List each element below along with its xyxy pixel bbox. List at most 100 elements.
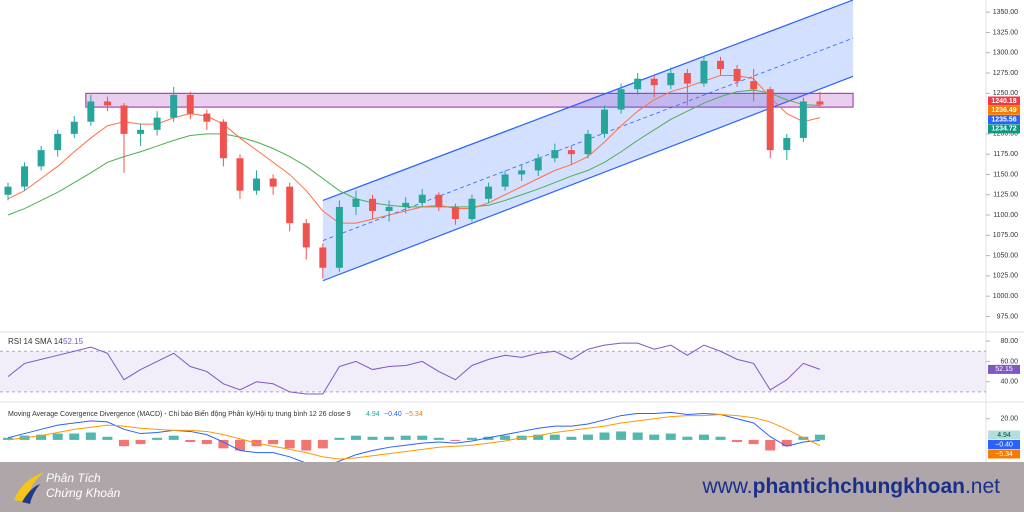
macd-bar xyxy=(168,435,179,440)
candle-body xyxy=(534,158,542,171)
rsi-line xyxy=(7,342,821,395)
y-tick-label: 60.00 xyxy=(1000,358,1018,365)
candle-body xyxy=(203,113,211,122)
candle-body xyxy=(601,109,609,134)
signal-line xyxy=(7,414,821,460)
candle-body xyxy=(634,78,642,90)
macd-bar xyxy=(698,434,709,440)
price-tag xyxy=(988,105,1020,115)
macd-bar xyxy=(616,431,627,440)
macd-bar xyxy=(102,436,113,440)
macd-bar xyxy=(185,439,196,443)
macd-bar xyxy=(533,434,544,440)
macd-bar xyxy=(433,437,444,440)
y-tick-label: 1275.00 xyxy=(993,70,1018,77)
macd-bar xyxy=(632,432,643,440)
macd-tag-label: −5.34 xyxy=(995,451,1013,458)
macd-bar xyxy=(301,439,312,451)
logo-icon xyxy=(22,484,40,504)
candle-body xyxy=(717,60,725,69)
candle-body xyxy=(667,73,675,86)
candle-body xyxy=(518,170,526,175)
candle-body xyxy=(70,121,78,134)
macd-bar xyxy=(201,439,212,445)
logo-icon xyxy=(14,472,44,502)
rsi-tag-label: 52.15 xyxy=(995,366,1013,373)
y-tick-label: 1100.00 xyxy=(993,212,1018,219)
price-tag-label: 1240.18 xyxy=(991,98,1016,105)
candle-body xyxy=(816,101,824,105)
macd-bar xyxy=(466,437,477,440)
y-tick-label: 1150.00 xyxy=(993,171,1018,178)
footer: Phân Tích Chứng Khoán www.phantichchungk… xyxy=(0,462,1024,512)
candle-body xyxy=(219,121,227,159)
macd-bar xyxy=(367,436,378,440)
macd-bar xyxy=(218,439,229,449)
chart: RSI 14 SMA 14 52.15 Moving Average Cover… xyxy=(0,0,1024,468)
price-tag-label: 1236.49 xyxy=(991,107,1016,114)
macd-tag-label: −0.40 xyxy=(995,441,1013,448)
candle-body xyxy=(567,150,575,155)
candle-body xyxy=(451,206,459,220)
y-tick-label: 80.00 xyxy=(1000,338,1018,345)
rsi-tag xyxy=(988,364,1020,374)
candle-body xyxy=(468,198,476,220)
y-tick-label: 1050.00 xyxy=(993,252,1018,259)
candle-body xyxy=(269,178,277,187)
macd-bar xyxy=(234,439,245,451)
candle-body xyxy=(700,60,708,84)
candle-body xyxy=(54,133,62,151)
macd-bar xyxy=(334,437,345,440)
rsi-title: RSI 14 SMA 14 xyxy=(8,337,63,346)
macd-line xyxy=(7,411,820,468)
candle-body xyxy=(87,101,95,122)
macd-bar xyxy=(748,439,759,445)
candle-body xyxy=(617,89,625,110)
macd-tag-label: 4.94 xyxy=(997,432,1011,439)
candle-body xyxy=(783,137,791,151)
y-tick-label: 975.00 xyxy=(997,313,1019,320)
candle-body xyxy=(650,78,658,86)
macd-bar xyxy=(582,434,593,440)
price-tag-label: 1235.56 xyxy=(991,116,1016,123)
macd-tag xyxy=(988,440,1020,449)
candle-body xyxy=(137,129,145,134)
y-tick-label: 1325.00 xyxy=(993,29,1018,36)
macd-bar xyxy=(665,433,676,440)
price-tag xyxy=(988,115,1020,125)
macd-bar xyxy=(152,437,163,440)
candle-body xyxy=(385,206,393,211)
macd-bar xyxy=(781,439,792,447)
macd-bar xyxy=(715,436,726,440)
candle-body xyxy=(402,202,410,207)
url-part: .net xyxy=(965,475,1000,498)
y-tick-label: 40.00 xyxy=(1000,379,1018,386)
candle-body xyxy=(186,94,194,114)
macd-bar xyxy=(599,432,610,440)
candle-body xyxy=(750,81,758,90)
ma-line xyxy=(7,74,821,224)
site-url[interactable]: www.phantichchungkhoan.net xyxy=(701,475,1000,498)
y-tick-label: 20.00 xyxy=(1000,416,1018,423)
candle-body xyxy=(21,166,29,187)
candle-body xyxy=(369,198,377,211)
macd-tag xyxy=(988,449,1020,459)
macd-bar xyxy=(135,439,146,445)
candle-body xyxy=(418,194,426,203)
candle-body xyxy=(153,117,161,130)
price-tag xyxy=(988,96,1020,106)
logo-text: Phân Tích xyxy=(46,471,101,485)
candle-body xyxy=(501,174,509,187)
macd-bar xyxy=(483,436,494,440)
y-tick-label: 1300.00 xyxy=(993,50,1018,57)
macd-bar xyxy=(3,437,13,440)
y-tick-label: 1000.00 xyxy=(993,293,1018,300)
candle-body xyxy=(551,150,559,159)
macd-bar xyxy=(417,435,428,440)
macd-bar xyxy=(566,436,577,440)
rsi-band xyxy=(0,351,986,392)
y-tick-label: 1200.00 xyxy=(993,131,1018,138)
candle-body xyxy=(4,186,12,195)
candle-body xyxy=(733,68,741,82)
